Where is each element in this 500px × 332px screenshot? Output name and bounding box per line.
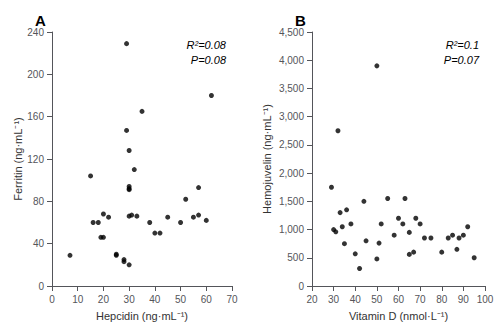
svg-text:0: 0 (49, 294, 55, 305)
svg-text:20: 20 (306, 294, 318, 305)
svg-text:4,000: 4,000 (279, 55, 304, 66)
svg-text:0: 0 (38, 281, 44, 292)
svg-text:80: 80 (33, 196, 45, 207)
svg-text:80: 80 (436, 294, 448, 305)
svg-text:240: 240 (27, 26, 44, 38)
svg-text:Vitamin D (nmol·L⁻¹): Vitamin D (nmol·L⁻¹) (349, 310, 448, 322)
svg-text:200: 200 (27, 69, 44, 80)
svg-text:100: 100 (477, 294, 494, 305)
svg-text:Hemojuvelin (ng·mL⁻¹): Hemojuvelin (ng·mL⁻¹) (261, 104, 273, 214)
svg-text:70: 70 (415, 294, 427, 305)
svg-text:70: 70 (226, 294, 238, 305)
svg-text:90: 90 (458, 294, 470, 305)
svg-text:1,000: 1,000 (279, 224, 304, 235)
svg-text:40: 40 (350, 294, 362, 305)
svg-text:B: B (295, 12, 306, 29)
svg-text:50: 50 (371, 294, 383, 305)
svg-text:2,000: 2,000 (279, 168, 304, 179)
svg-text:40: 40 (149, 294, 161, 305)
svg-text:60: 60 (393, 294, 405, 305)
svg-text:40: 40 (33, 238, 45, 249)
svg-text:60: 60 (201, 294, 213, 305)
svg-text:160: 160 (27, 111, 44, 122)
svg-text:Ferritin (ng·mL⁻¹): Ferritin (ng·mL⁻¹) (12, 117, 24, 200)
svg-text:4,500: 4,500 (279, 26, 304, 38)
svg-text:Hepcidin (ng·mL⁻¹): Hepcidin (ng·mL⁻¹) (96, 310, 188, 322)
svg-text:10: 10 (72, 294, 84, 305)
svg-text:3,500: 3,500 (279, 83, 304, 94)
svg-text:50: 50 (175, 294, 187, 305)
svg-text:A: A (35, 12, 46, 29)
svg-text:2,500: 2,500 (279, 139, 304, 150)
svg-text:P=0.07: P=0.07 (444, 54, 480, 66)
svg-text:30: 30 (124, 294, 136, 305)
svg-text:R²=0.08: R²=0.08 (187, 39, 227, 51)
svg-text:R²=0.1: R²=0.1 (446, 39, 479, 51)
svg-text:0: 0 (298, 281, 304, 292)
svg-text:30: 30 (328, 294, 340, 305)
svg-text:3,000: 3,000 (279, 111, 304, 122)
svg-text:120: 120 (27, 154, 44, 165)
svg-text:P=0.08: P=0.08 (191, 54, 227, 66)
svg-text:500: 500 (287, 252, 304, 263)
svg-text:1,500: 1,500 (279, 196, 304, 207)
svg-text:20: 20 (98, 294, 110, 305)
